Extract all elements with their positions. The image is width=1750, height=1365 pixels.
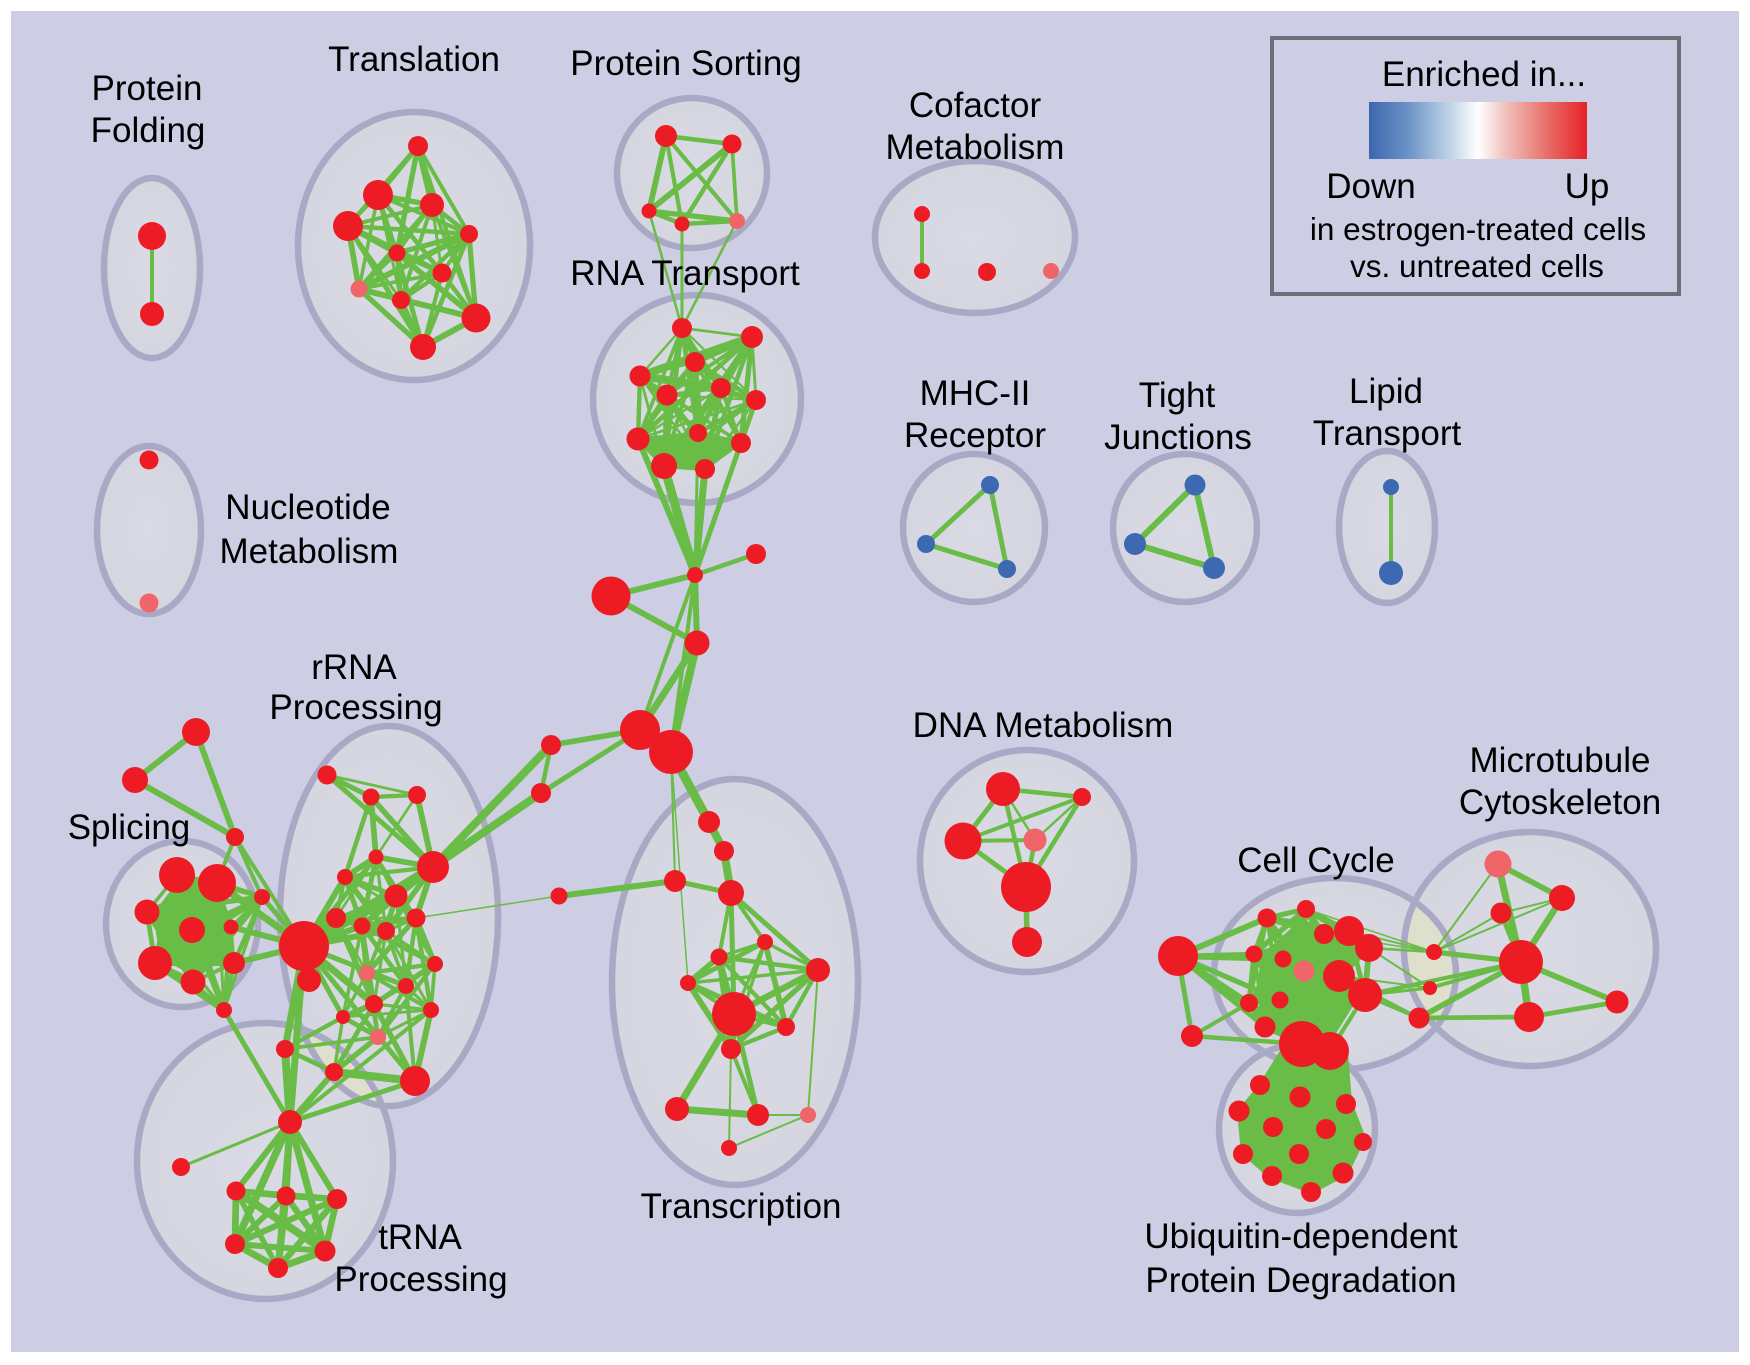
svg-text:Processing: Processing [334, 1260, 507, 1299]
svg-text:Protein: Protein [92, 69, 203, 108]
svg-text:Folding: Folding [91, 111, 206, 150]
svg-text:Down: Down [1326, 167, 1415, 206]
svg-text:rRNA: rRNA [311, 648, 397, 687]
svg-text:Lipid: Lipid [1349, 372, 1423, 411]
svg-text:Enriched in...: Enriched in... [1382, 55, 1586, 94]
svg-text:Protein Sorting: Protein Sorting [570, 44, 802, 83]
svg-text:Transport: Transport [1313, 414, 1462, 453]
svg-text:Cytoskeleton: Cytoskeleton [1459, 783, 1661, 822]
svg-text:Metabolism: Metabolism [220, 532, 399, 571]
svg-text:MHC-II: MHC-II [920, 374, 1031, 413]
svg-text:DNA Metabolism: DNA Metabolism [913, 706, 1174, 745]
svg-text:Up: Up [1565, 167, 1610, 206]
svg-text:Receptor: Receptor [904, 416, 1046, 455]
svg-text:Metabolism: Metabolism [886, 128, 1065, 167]
svg-text:Processing: Processing [269, 688, 442, 727]
svg-text:Cofactor: Cofactor [909, 86, 1042, 125]
svg-text:Tight: Tight [1139, 376, 1216, 415]
svg-text:Transcription: Transcription [641, 1187, 842, 1226]
svg-text:Cell Cycle: Cell Cycle [1237, 841, 1395, 880]
svg-text:Ubiquitin-dependent: Ubiquitin-dependent [1144, 1217, 1458, 1256]
svg-text:RNA Transport: RNA Transport [570, 254, 800, 293]
svg-text:vs. untreated cells: vs. untreated cells [1350, 248, 1604, 284]
svg-text:in estrogen-treated cells: in estrogen-treated cells [1310, 211, 1646, 247]
svg-text:tRNA: tRNA [378, 1218, 462, 1257]
svg-text:Translation: Translation [328, 40, 500, 79]
svg-text:Junctions: Junctions [1104, 418, 1252, 457]
svg-text:Microtubule: Microtubule [1470, 741, 1651, 780]
svg-text:Splicing: Splicing [68, 808, 191, 847]
svg-text:Protein Degradation: Protein Degradation [1145, 1261, 1456, 1300]
svg-text:Nucleotide: Nucleotide [225, 488, 390, 527]
